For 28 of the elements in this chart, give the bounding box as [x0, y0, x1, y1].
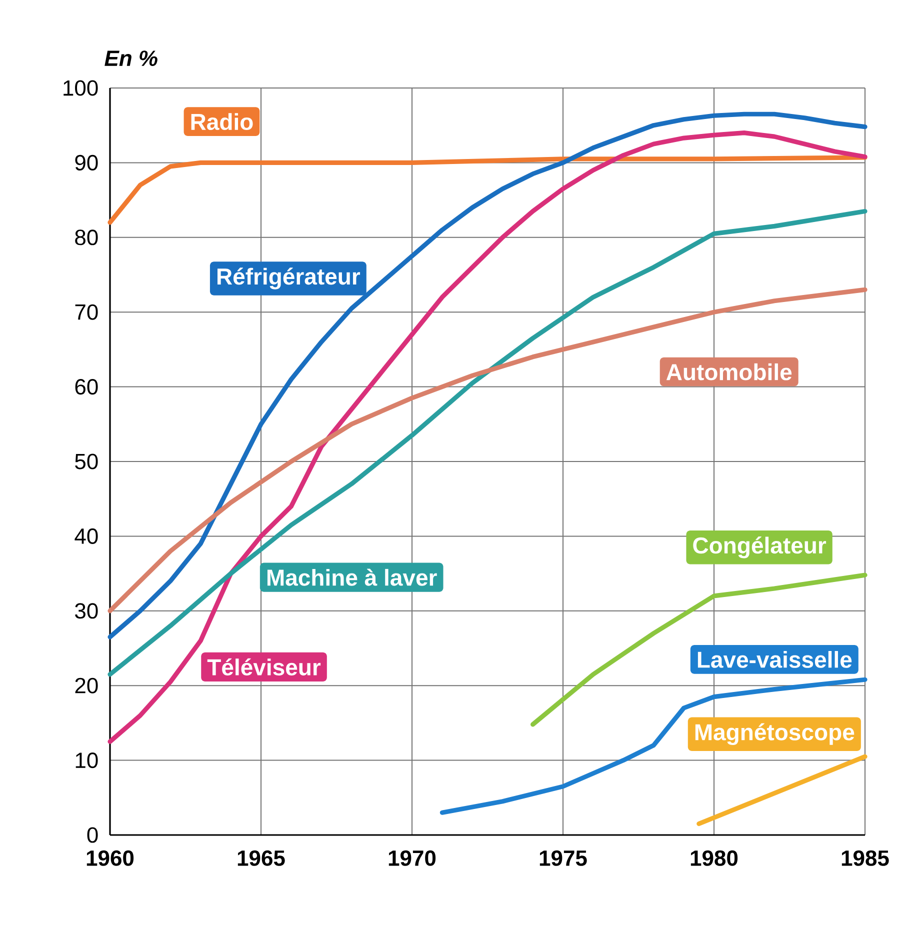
x-tick-label: 1980	[690, 850, 738, 866]
y-tick-label: 100	[64, 80, 98, 96]
series-label: Machine à laver	[267, 568, 437, 586]
series-label: Téléviseur	[207, 658, 321, 676]
y-tick-label: 0	[87, 827, 98, 843]
x-tick-label: 1975	[540, 850, 587, 866]
x-tick-label: 1960	[86, 850, 134, 866]
x-tick-label: 1970	[388, 850, 436, 866]
series-label: Réfrigérateur	[218, 268, 360, 290]
y-tick-label: 70	[75, 304, 98, 320]
y-tick-label: 20	[75, 678, 98, 694]
line-series	[108, 208, 868, 677]
line-series	[440, 677, 868, 815]
x-tick-label: 1985	[842, 850, 889, 866]
y-tick-label: 60	[75, 379, 98, 395]
y-axis-title: En %	[104, 50, 158, 66]
y-tick-label: 90	[75, 154, 98, 170]
y-tick-label: 50	[75, 454, 98, 470]
series-label: Radio	[191, 113, 253, 130]
series-label: Congélateur	[693, 536, 826, 558]
y-tick-label: 10	[76, 752, 98, 768]
y-tick-label: 80	[75, 230, 98, 246]
y-tick-label: 40	[74, 528, 98, 544]
series-label: Lave-vaisselle	[698, 651, 852, 668]
series-label: Magnétoscope	[695, 723, 854, 746]
series-label: Automobile	[666, 363, 792, 380]
y-tick-label: 30	[75, 603, 98, 619]
x-tick-label: 1965	[238, 850, 285, 866]
